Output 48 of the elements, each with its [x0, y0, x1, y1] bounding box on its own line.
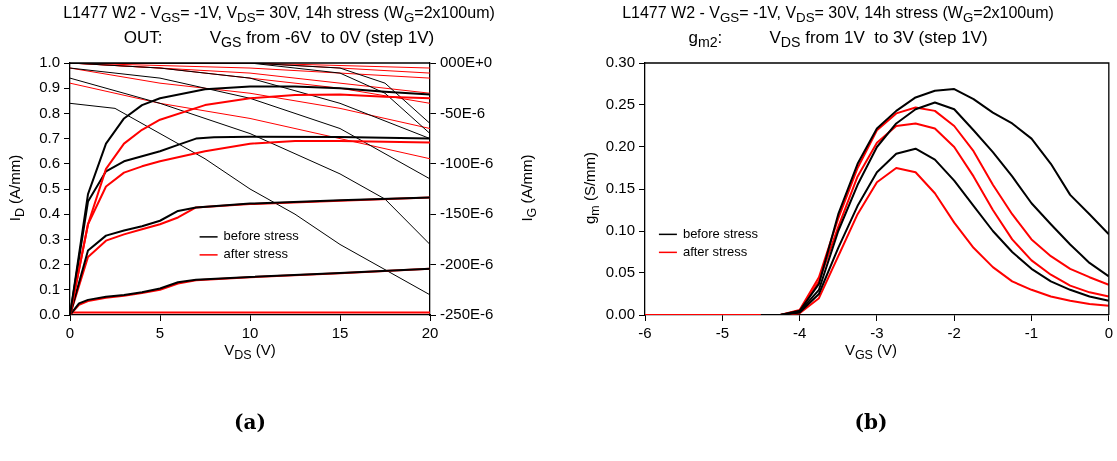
legend-label: before stress: [223, 228, 300, 244]
chart-title: L1477 W2 - V$_{GS}$= -1V, V$_{DS}$= 30V, 14h stress (W$_{G}$=2x100um): [621, 4, 1055, 26]
x-tick-label: 0: [1104, 324, 1113, 342]
y-tick-label: 1.0: [39, 53, 60, 71]
y2-tick-label: 000E+0: [440, 53, 493, 71]
legend-label: after stress: [223, 246, 289, 262]
x-axis-title: V$_{DS}$ (V): [223, 341, 277, 362]
y-tick-label: 0.8: [39, 103, 60, 121]
x-axis-title: V$_{GS}$ (V): [843, 341, 899, 362]
y-tick-label: 0.9: [39, 78, 60, 96]
y-tick-label: 0.00: [605, 305, 635, 323]
y2-tick-label: -100E-6: [440, 153, 494, 171]
chart-title: L1477 W2 - V$_{GS}$= -1V, V$_{DS}$= 30V, 14h stress (W$_{G}$=2x100um): [62, 4, 496, 26]
x-tick-label: -3: [870, 324, 884, 342]
x-tick-label: 10: [241, 324, 259, 342]
y-tick-label: 0.05: [605, 263, 635, 281]
y-tick-label: 0.1: [39, 279, 60, 297]
y-tick-label: 0.30: [605, 53, 635, 71]
y-tick-label: 0.0: [39, 305, 60, 323]
x-tick-label: 0: [65, 324, 75, 342]
y2-tick-label: -200E-6: [440, 254, 494, 272]
y-tick-label: 0.3: [39, 229, 60, 247]
legend-label: before stress: [682, 225, 759, 241]
y-tick-label: 0.5: [39, 179, 60, 197]
y2-tick-label: -50E-6: [440, 103, 486, 121]
x-tick-label: -2: [947, 324, 961, 342]
x-tick-label: -6: [638, 324, 652, 342]
y-tick-label: 0.20: [605, 137, 635, 155]
y-tick-label: 0.10: [605, 221, 635, 239]
y-tick-label: 0.15: [605, 179, 635, 197]
legend-label: after stress: [682, 243, 748, 259]
x-tick-label: 20: [421, 324, 439, 342]
y-tick-label: 0.4: [39, 204, 60, 222]
y-tick-label: 0.6: [39, 153, 60, 171]
y-tick-label: 0.25: [605, 95, 635, 113]
y-tick-label: 0.2: [39, 254, 60, 272]
x-tick-label: 5: [155, 324, 165, 342]
y2-tick-label: -250E-6: [440, 305, 494, 323]
y-tick-label: 0.7: [39, 128, 60, 146]
text: (b): [853, 410, 889, 434]
x-tick-label: -5: [715, 324, 729, 342]
y2-tick-label: -150E-6: [440, 204, 494, 222]
chart-subtitle: OUT: V$_{GS}$ from -6V to 0V (step 1V): [122, 28, 436, 51]
x-tick-label: 15: [331, 324, 349, 342]
text: (a): [233, 410, 267, 434]
x-tick-label: -1: [1024, 324, 1039, 342]
chart-subtitle: g$_{m2}$: V$_{DS}$ from 1V to 3V (step 1V): [687, 28, 989, 51]
x-tick-label: -4: [792, 324, 807, 342]
